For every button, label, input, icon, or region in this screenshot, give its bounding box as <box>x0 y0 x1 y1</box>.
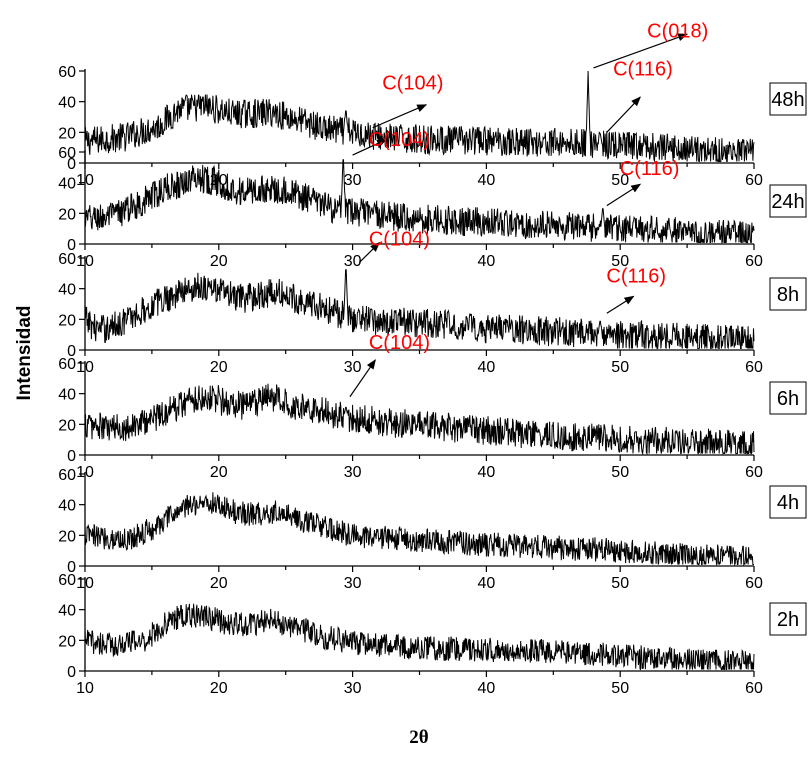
x-tick-label: 60 <box>745 172 763 189</box>
x-tick-label: 30 <box>344 359 362 376</box>
y-tick-label: 20 <box>58 633 76 650</box>
panel-tag-label: 4h <box>777 492 799 514</box>
x-tick-label: 20 <box>210 253 228 270</box>
x-tick-label: 50 <box>611 575 629 592</box>
xrd-trace-4h <box>84 492 754 567</box>
y-tick-label: 60 <box>58 356 76 373</box>
y-tick-label: 20 <box>58 125 76 142</box>
y-axis-label: Intensidad <box>14 305 35 400</box>
x-tick-label: 60 <box>745 680 763 697</box>
y-tick-label: 40 <box>58 603 76 620</box>
x-tick-label: 40 <box>478 172 496 189</box>
xrd-trace-8h <box>84 269 755 350</box>
x-tick-label: 40 <box>478 680 496 697</box>
peak-annotation: C(104) <box>369 332 430 354</box>
annotation-arrow <box>372 104 428 129</box>
xrd-trace-2h <box>84 603 755 671</box>
y-tick-label: 20 <box>58 206 76 223</box>
x-tick-label: 50 <box>611 680 629 697</box>
y-tick-label: 40 <box>58 498 76 515</box>
y-tick-label: 0 <box>67 664 76 681</box>
y-tick-label: 40 <box>58 387 76 404</box>
panel-tag-label: 48h <box>771 89 804 111</box>
x-tick-label: 60 <box>745 359 763 376</box>
x-tick-label: 40 <box>478 575 496 592</box>
x-axis-label: 2θ <box>409 727 429 748</box>
y-tick-label: 0 <box>67 237 76 254</box>
y-tick-label: 0 <box>67 448 76 465</box>
peak-annotation: C(104) <box>369 129 430 151</box>
x-tick-label: 20 <box>210 575 228 592</box>
panel-tag-box <box>769 602 807 636</box>
annotation-arrow <box>358 241 381 264</box>
y-tick-label: 20 <box>58 528 76 545</box>
annotation-arrow <box>349 359 376 398</box>
y-tick-label: 0 <box>67 156 76 173</box>
peak-annotation: C(104) <box>369 229 430 251</box>
x-tick-label: 40 <box>478 464 496 481</box>
x-tick-label: 60 <box>745 253 763 270</box>
panel-tag-box <box>769 277 807 311</box>
xrd-trace-24h <box>84 159 755 244</box>
panel-2h: 0 20 40 60 10 20 30 40 50 60 2h <box>58 572 807 697</box>
panel-tag-box <box>769 82 807 116</box>
y-tick-label: 20 <box>58 312 76 329</box>
y-tick-label: 60 <box>58 467 76 484</box>
y-tick-label: 0 <box>67 559 76 576</box>
x-tick-label: 20 <box>210 680 228 697</box>
peak-annotation: C(018) <box>647 20 708 42</box>
x-tick-label: 50 <box>611 172 629 189</box>
xrd-trace-48h <box>84 70 755 162</box>
y-tick-label: 60 <box>58 145 76 162</box>
panel-tag-label: 24h <box>771 191 804 213</box>
x-tick-label: 30 <box>344 680 362 697</box>
y-tick-label: 20 <box>58 417 76 434</box>
panel-tag-label: 2h <box>777 609 799 631</box>
annotation-arrow <box>593 33 689 69</box>
panel-tag-box <box>769 381 807 415</box>
x-tick-label: 20 <box>210 464 228 481</box>
x-tick-label: 50 <box>611 464 629 481</box>
x-tick-label: 10 <box>76 680 94 697</box>
y-tick-label: 40 <box>58 95 76 112</box>
y-tick-label: 60 <box>58 251 76 268</box>
panel-tag-box <box>769 485 807 519</box>
x-tick-label: 50 <box>611 359 629 376</box>
x-tick-label: 30 <box>344 172 362 189</box>
annotation-arrow <box>606 183 642 207</box>
x-tick-label: 30 <box>344 253 362 270</box>
x-tick-label: 20 <box>210 359 228 376</box>
panel-tag-box <box>769 184 807 218</box>
xrd-trace-6h <box>84 383 755 456</box>
annotation-arrow <box>606 295 635 314</box>
peak-annotation: C(116) <box>620 158 680 180</box>
x-tick-label: 30 <box>344 464 362 481</box>
x-tick-label: 60 <box>745 464 763 481</box>
x-tick-label: 60 <box>745 575 763 592</box>
y-tick-label: 40 <box>58 282 76 299</box>
y-tick-label: 40 <box>58 176 76 193</box>
y-tick-label: 0 <box>67 343 76 360</box>
peak-annotation: C(116) <box>606 266 666 288</box>
x-tick-label: 30 <box>344 575 362 592</box>
annotation-arrow <box>606 96 641 133</box>
annotation-arrow <box>352 139 387 156</box>
x-tick-label: 40 <box>478 359 496 376</box>
peak-annotation: C(104) <box>382 72 443 94</box>
panel-tag-label: 8h <box>777 284 799 306</box>
panel-tag-label: 6h <box>777 388 799 410</box>
y-tick-label: 60 <box>58 572 76 589</box>
peak-annotation: C(116) <box>613 59 673 81</box>
y-tick-label: 60 <box>58 64 76 81</box>
x-tick-label: 50 <box>611 253 629 270</box>
x-tick-label: 40 <box>478 253 496 270</box>
